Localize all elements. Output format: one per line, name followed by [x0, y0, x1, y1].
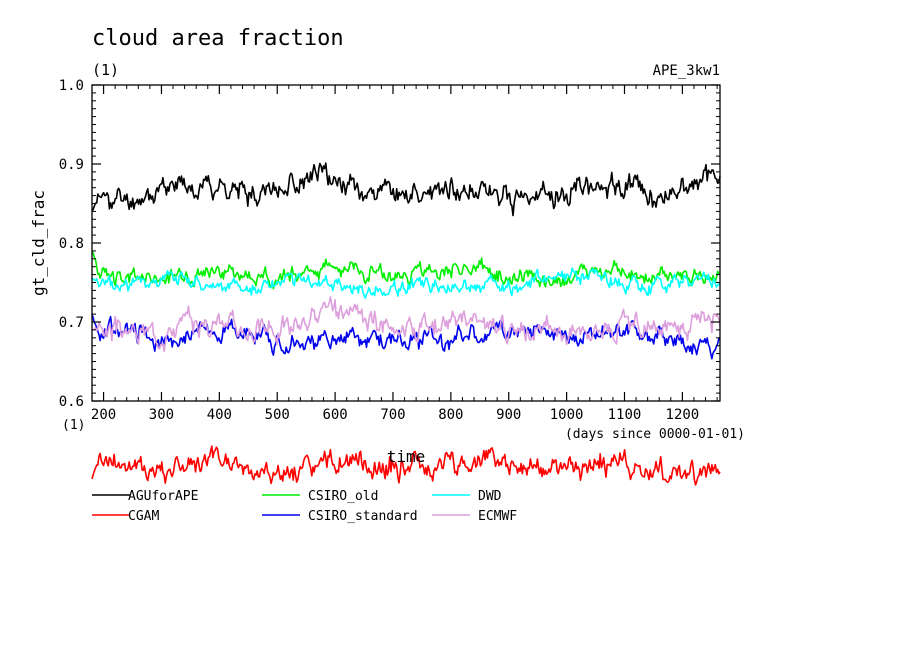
x-tick-label: 1100: [608, 407, 642, 423]
y-tick-label: 0.9: [59, 157, 84, 173]
x-axis-label: time: [387, 447, 426, 466]
x-tick-label: 200: [91, 407, 116, 423]
x-tick-label: 700: [380, 407, 405, 423]
y-axis-label: gt_cld_frac: [29, 190, 48, 296]
y-tick-label: 1.0: [59, 78, 84, 94]
chart-title: cloud area fraction: [92, 26, 344, 51]
y-axis: 0.6 0.7 0.8 0.9 1.0: [59, 78, 720, 410]
x-tick-label: 500: [265, 407, 290, 423]
x-unit-label: (days since 0000-01-01): [565, 427, 745, 442]
series-line-dwd: [91, 267, 721, 300]
legend: AGUforAPE CSIRO_old DWD CGAM CSIRO_standard E…: [92, 489, 517, 524]
series-line-csiro-old: [91, 250, 721, 290]
y-unit-label: (1): [92, 61, 119, 79]
x-tick-label: 800: [438, 407, 463, 423]
series-line-csiro-standard: [91, 313, 721, 360]
legend-label: DWD: [478, 489, 502, 504]
legend-label: AGUforAPE: [128, 489, 198, 504]
x-tick-label: 900: [496, 407, 521, 423]
x-tick-label: 300: [149, 407, 174, 423]
legend-label: CSIRO_old: [308, 489, 378, 504]
y-tick-label: 0.6: [59, 394, 84, 410]
series-group: [91, 162, 721, 486]
y-tick-label: 0.7: [59, 315, 84, 331]
y-tick-label: 0.8: [59, 236, 84, 252]
plot-frame: [91, 84, 721, 402]
x-tick-label: 400: [207, 407, 232, 423]
x-axis: 200 300 400 500 600 700 800 900 1000 1100 1200: [91, 85, 718, 423]
legend-label: CGAM: [128, 509, 159, 524]
series-line-cgam: [91, 445, 721, 486]
legend-label: CSIRO_standard: [308, 509, 418, 524]
series-line-aguforape: [91, 162, 721, 217]
x-tick-label: 1000: [550, 407, 584, 423]
x-tick-label: 600: [322, 407, 347, 423]
experiment-label: APE_3kw1: [653, 63, 720, 79]
series-line-ecmwf: [92, 295, 721, 353]
x-tick-label: 1200: [666, 407, 700, 423]
y-tick-unit: (1): [62, 418, 85, 433]
legend-label: ECMWF: [478, 509, 517, 524]
